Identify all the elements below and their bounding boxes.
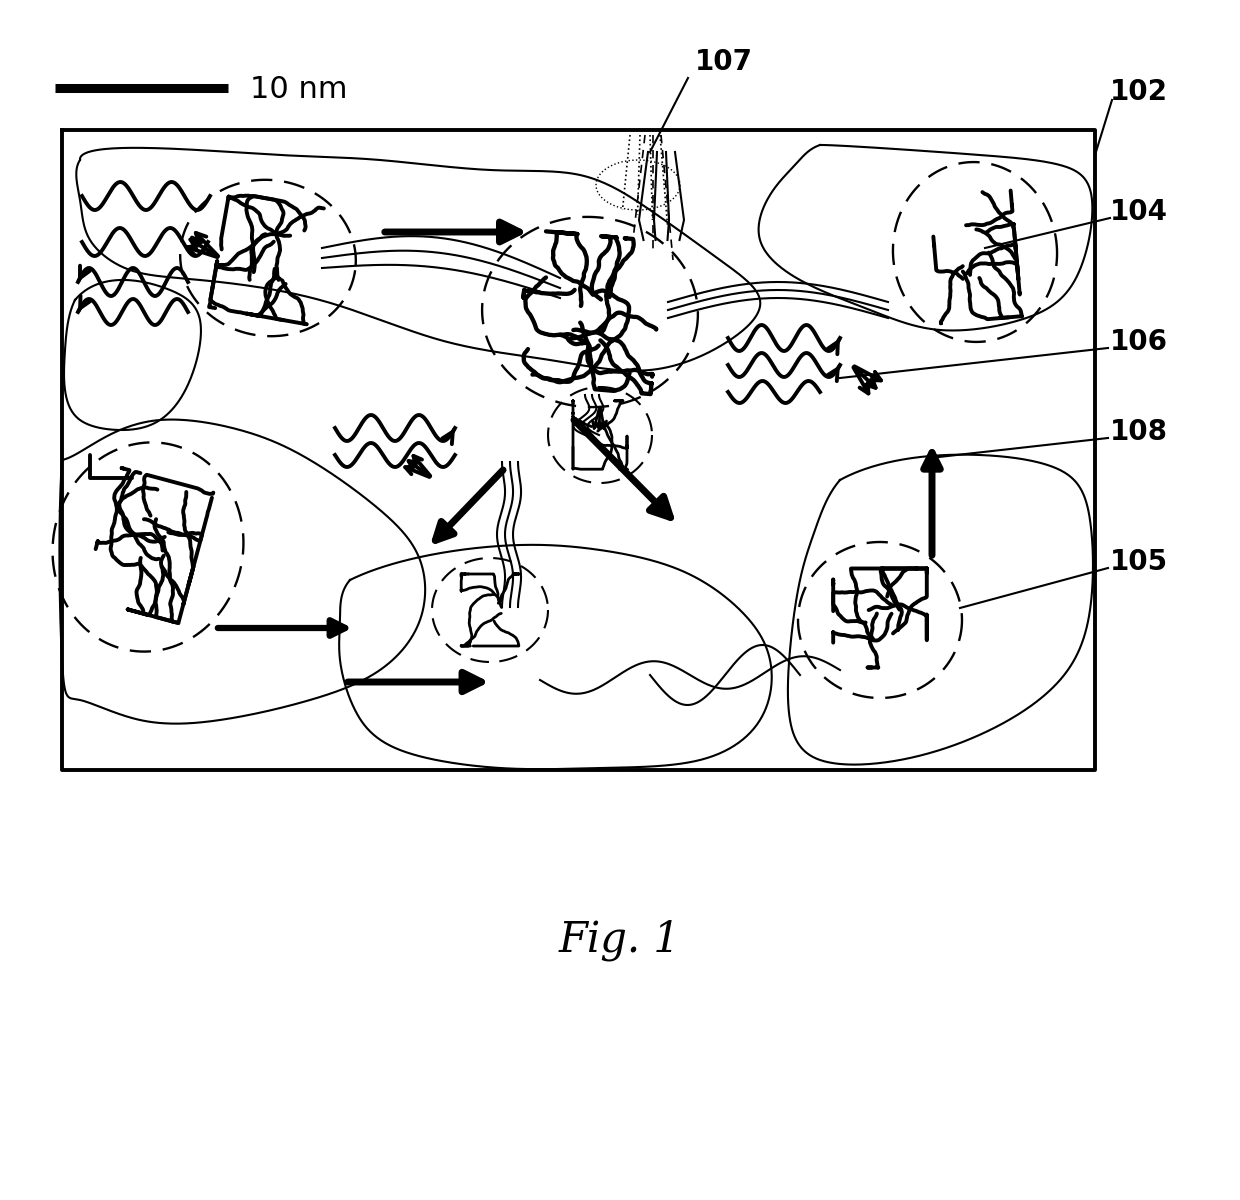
Text: 107: 107	[694, 48, 753, 76]
Text: 10 nm: 10 nm	[250, 76, 347, 104]
Text: 106: 106	[1110, 328, 1168, 356]
Text: 108: 108	[1110, 418, 1168, 446]
Text: Fig. 1: Fig. 1	[559, 919, 681, 961]
Text: 102: 102	[1110, 78, 1168, 106]
Text: 104: 104	[1110, 198, 1168, 226]
Text: 105: 105	[1110, 548, 1168, 576]
